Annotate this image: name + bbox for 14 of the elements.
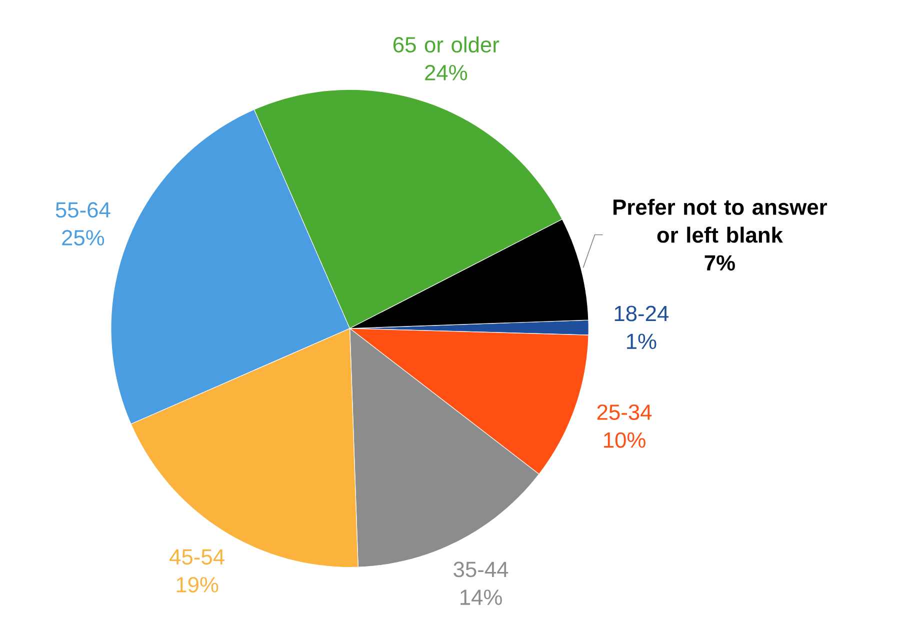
data-label: 10% <box>604 432 646 448</box>
slice-label: 45-54 <box>170 549 224 565</box>
slice-label: 55-64 <box>56 202 110 218</box>
data-label: 24% <box>425 64 468 80</box>
data-label: 25% <box>62 230 104 246</box>
slice-label: 25-34 <box>597 404 652 420</box>
data-label: 14% <box>460 590 502 606</box>
data-label: 1% <box>627 334 656 350</box>
slice-label: 65 or older <box>393 36 500 53</box>
slice-label: 18-24 <box>614 306 669 322</box>
slice-label: 35-44 <box>454 562 508 578</box>
data-label: 19% <box>176 577 218 593</box>
slice-label: Prefer not to answer or left blank <box>614 198 828 243</box>
data-label: 7% <box>704 255 735 271</box>
